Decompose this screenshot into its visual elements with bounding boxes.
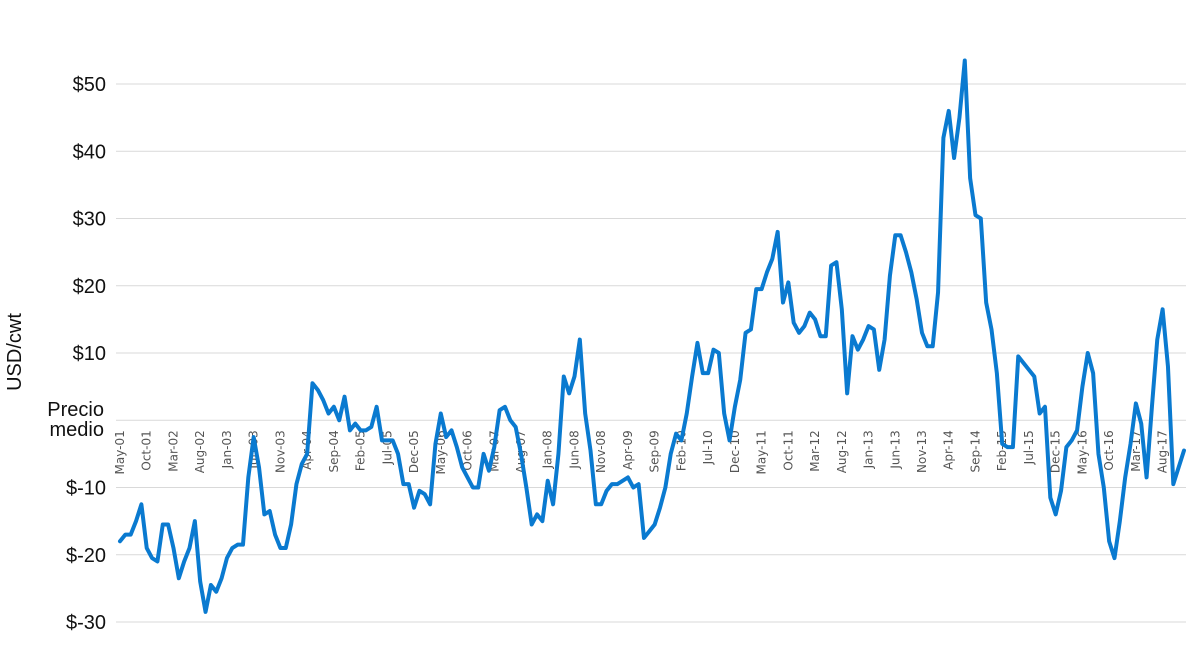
x-tick-label: Jun-08 — [567, 430, 581, 469]
zero-line-label-medio: medio — [50, 419, 104, 441]
x-tick-label: Oct-11 — [781, 430, 795, 470]
x-tick-label: Apr-14 — [942, 430, 956, 470]
x-tick-label: Aug-12 — [835, 430, 849, 473]
y-tick-label: $20 — [73, 276, 106, 298]
x-tick-label: Nov-03 — [273, 430, 287, 473]
series-line — [118, 58, 1186, 614]
x-tick-label: Nov-08 — [594, 430, 608, 473]
x-tick-label: Feb-10 — [674, 430, 688, 471]
y-tick-label: $30 — [73, 209, 106, 231]
x-tick-label: Jul-15 — [1022, 430, 1036, 465]
x-tick-label: Mar-12 — [808, 430, 822, 471]
x-tick-label: Sep-09 — [648, 430, 662, 472]
x-tick-label: Jan-13 — [862, 430, 876, 469]
y-tick-label: $-30 — [66, 612, 106, 634]
x-tick-label: May-11 — [755, 430, 769, 474]
x-tick-label: Feb-05 — [354, 430, 368, 471]
x-tick-label: Apr-09 — [621, 430, 635, 470]
x-tick-label: Oct-16 — [1102, 430, 1116, 470]
x-tick-label: Jan-08 — [541, 430, 555, 469]
series-group — [118, 58, 1186, 614]
x-tick-label: Sep-14 — [968, 430, 982, 472]
x-tick-label: Mar-02 — [166, 430, 180, 471]
x-tick-label: Sep-04 — [327, 430, 341, 472]
y-tick-label: $40 — [73, 141, 106, 163]
x-tick-label: Feb-15 — [995, 430, 1009, 471]
x-tick-label: Dec-05 — [407, 430, 421, 473]
x-axis-tick-labels: May-01 Oct-01 Mar-02 Aug-02 Jan-03 Jun-03 Nov-… — [113, 430, 1170, 474]
x-tick-label: May-01 — [113, 430, 127, 474]
x-tick-label: May-16 — [1075, 430, 1089, 474]
x-tick-label: Jun-13 — [888, 430, 902, 469]
x-tick-label: Oct-01 — [140, 430, 154, 470]
y-axis-title: USD/cwt — [4, 313, 26, 391]
x-tick-label: Aug-17 — [1156, 430, 1170, 473]
x-tick-label: Dec-15 — [1049, 430, 1063, 473]
x-tick-label: Jan-03 — [220, 430, 234, 469]
x-tick-label: Nov-13 — [915, 430, 929, 473]
y-tick-label: $10 — [73, 343, 106, 365]
y-tick-label: $-10 — [66, 478, 106, 500]
y-axis-tick-labels: $50 $40 $30 $20 $10 $-10 $-20 $-30 — [66, 74, 106, 634]
y-tick-label: $-20 — [66, 545, 106, 567]
zero-line-label-precio: Precio — [47, 399, 104, 421]
x-tick-label: Jul-10 — [701, 430, 715, 465]
x-tick-label: Oct-06 — [461, 430, 475, 470]
x-tick-label: Aug-02 — [193, 430, 207, 473]
y-tick-label: $50 — [73, 74, 106, 96]
